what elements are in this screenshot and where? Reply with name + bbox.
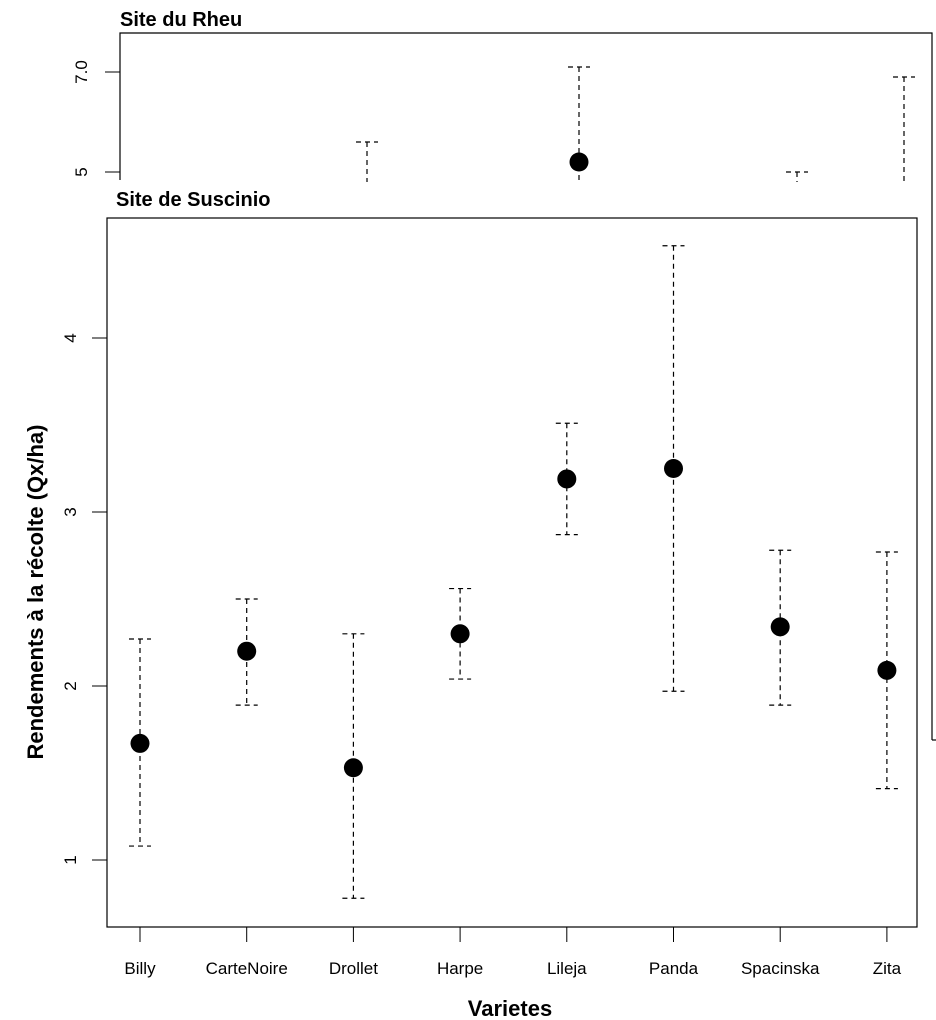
suscinio-panel: Site de Suscinio 1 2 3 4 Billy CarteNoire Drol… <box>23 189 918 1020</box>
x-axis-label: Varietes <box>468 996 552 1020</box>
rheu-point-lileja <box>569 152 589 172</box>
rheu-panel: Site du Rheu 7.0 5 <box>72 9 936 741</box>
x-tick-label: Harpe <box>437 959 483 978</box>
point-zita <box>877 660 897 680</box>
suscinio-background <box>0 182 918 1020</box>
point-lileja <box>557 469 577 489</box>
suscinio-title: Site de Suscinio <box>116 189 270 211</box>
point-cartenoire <box>237 641 257 661</box>
y-axis-label: Rendements à la récolte (Qx/ha) <box>23 425 48 760</box>
rheu-title: Site du Rheu <box>120 9 242 31</box>
y-tick-label: 4 <box>61 333 80 342</box>
x-tick-label: CarteNoire <box>206 959 288 978</box>
rheu-plot-frame <box>119 32 933 740</box>
y-tick-label: 3 <box>61 507 80 516</box>
point-panda <box>664 459 683 478</box>
y-tick-label: 2 <box>61 681 80 690</box>
rheu-y-tick-label: 7.0 <box>72 60 91 84</box>
x-tick-label: Spacinska <box>741 959 820 978</box>
point-harpe <box>450 624 470 644</box>
rheu-y-tick-label: 5 <box>72 167 91 176</box>
x-tick-label: Lileja <box>547 959 587 978</box>
y-tick-label: 1 <box>61 855 80 864</box>
point-spacinska <box>770 617 790 637</box>
x-tick-label: Panda <box>649 959 699 978</box>
point-drollet <box>343 758 363 778</box>
point-billy <box>130 733 150 753</box>
x-tick-label: Billy <box>124 959 156 978</box>
x-tick-label: Drollet <box>329 959 378 978</box>
x-tick-label: Zita <box>873 959 902 978</box>
